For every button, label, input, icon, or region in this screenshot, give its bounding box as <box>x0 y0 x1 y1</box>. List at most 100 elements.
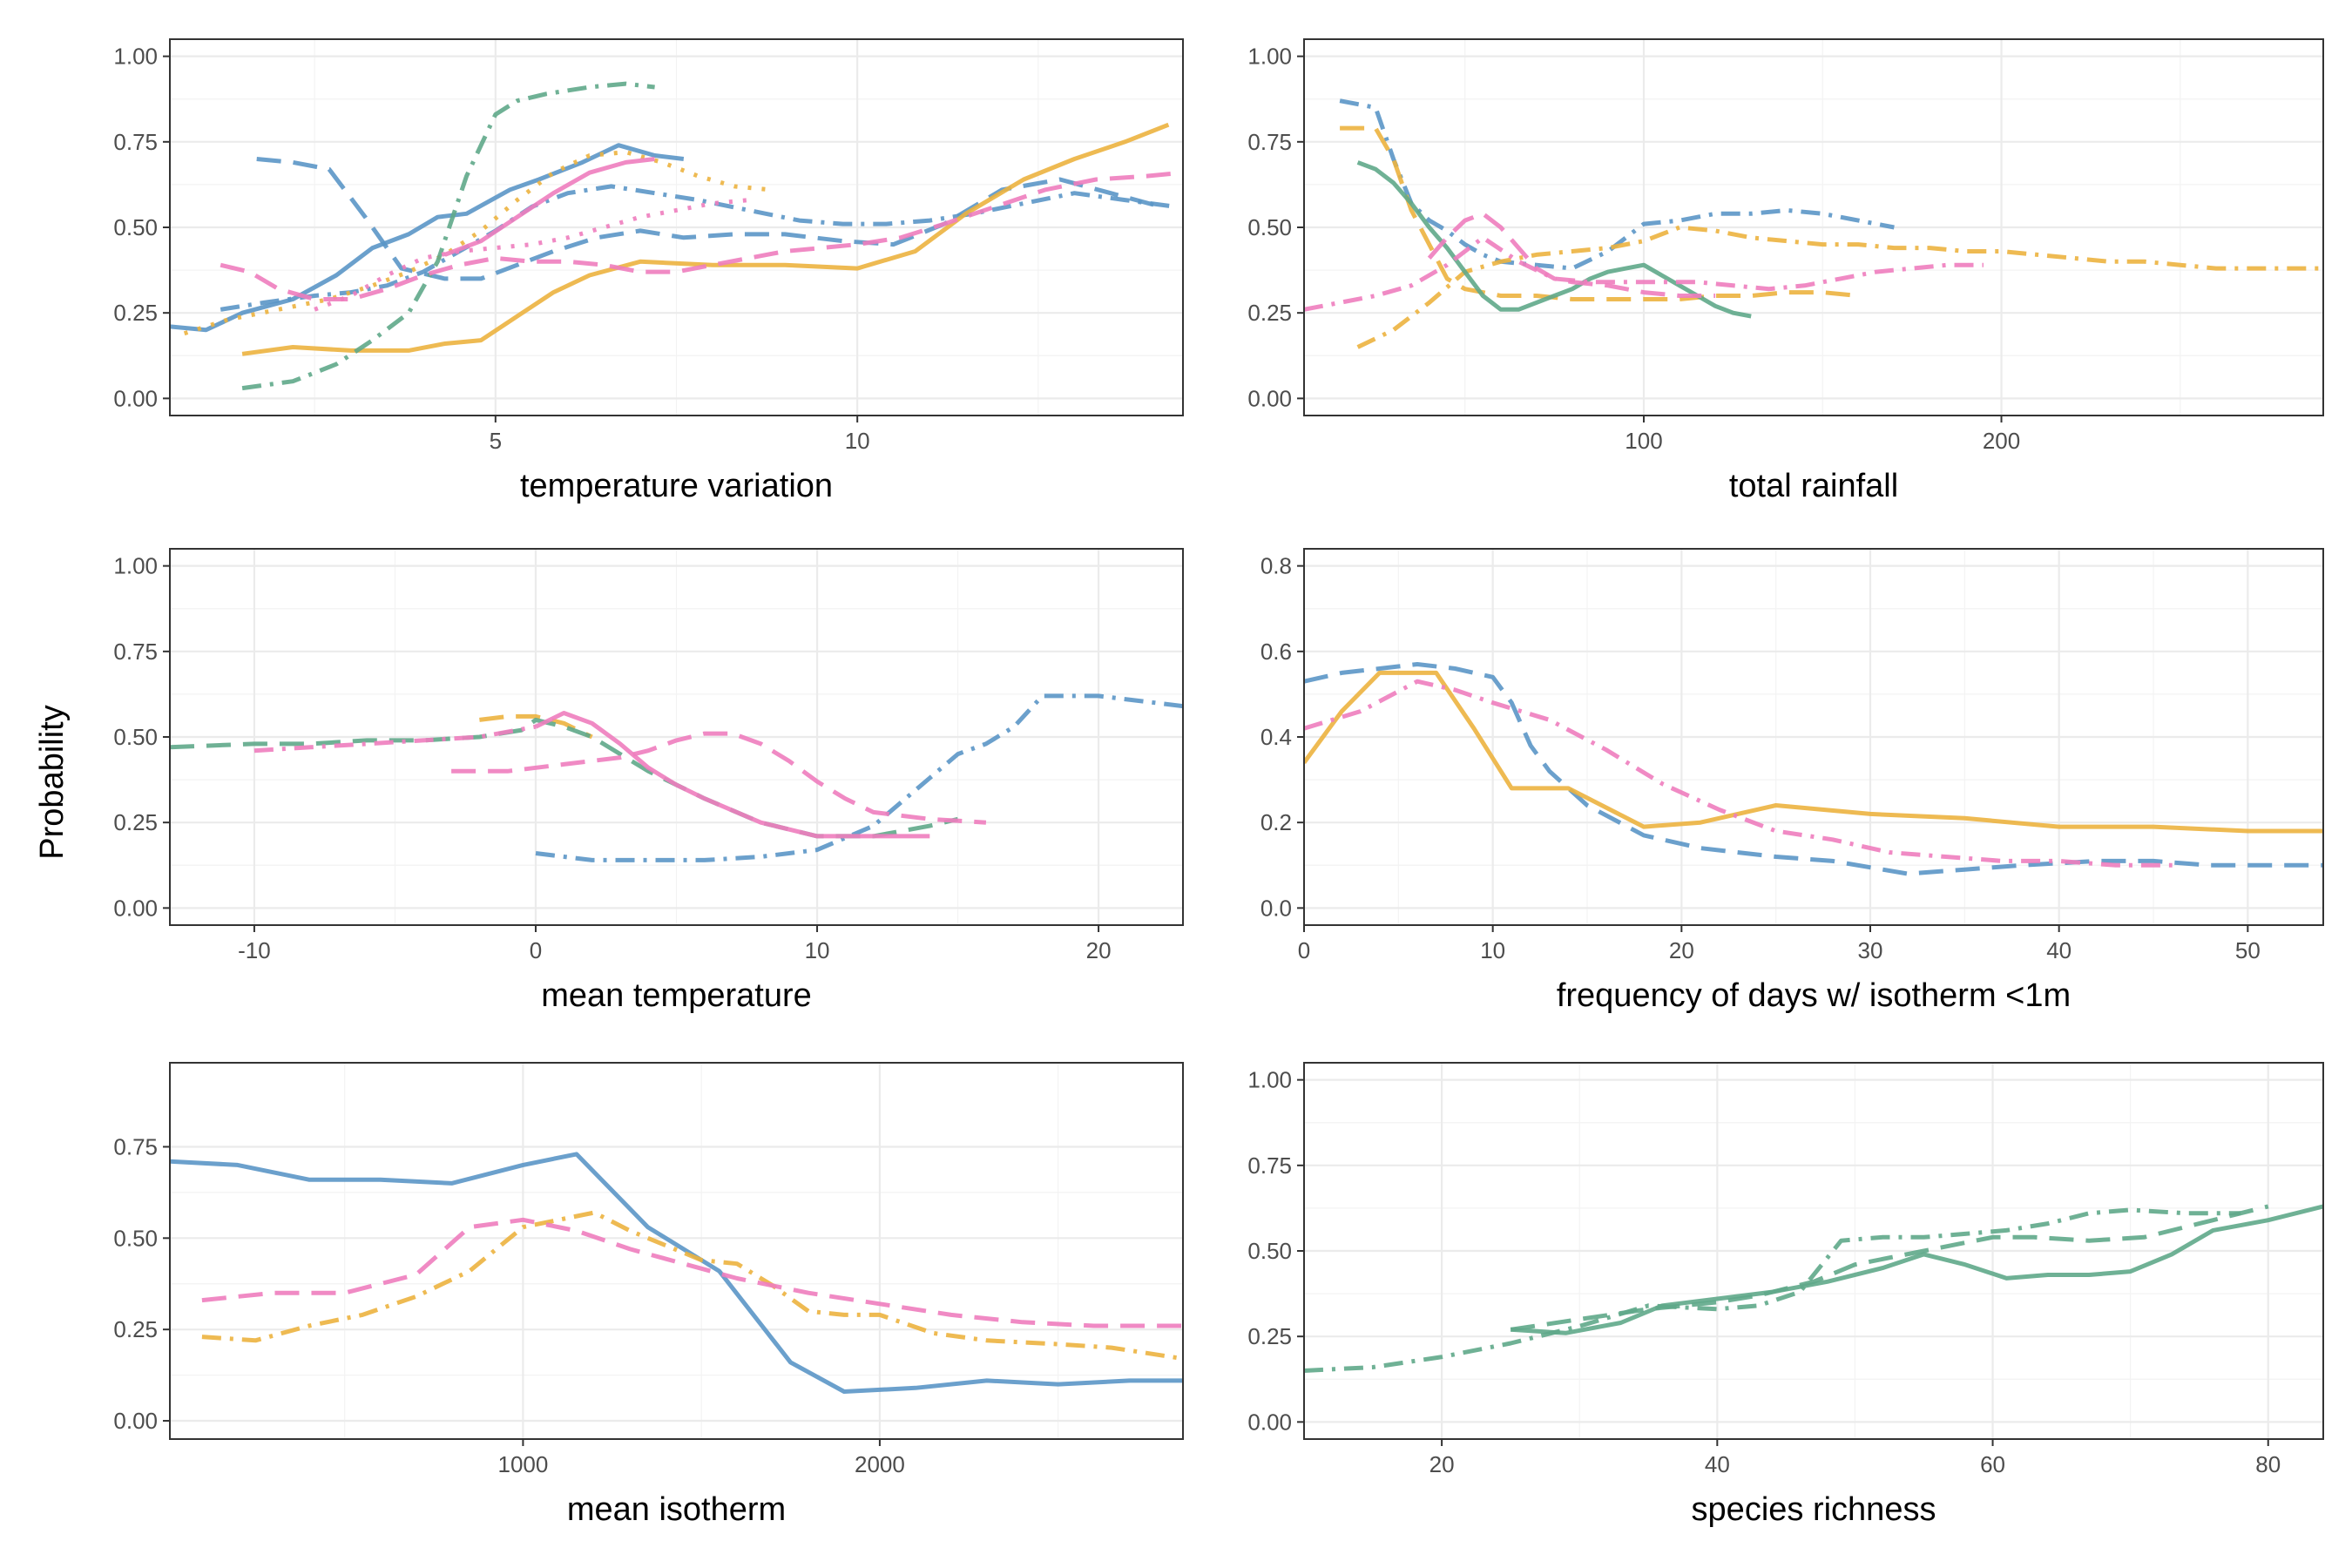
panel-border <box>169 1062 1184 1440</box>
y-tick-label: 0.25 <box>1247 300 1292 326</box>
x-tick-label: 10 <box>1480 937 1505 963</box>
y-tick-label: 0.50 <box>113 724 158 750</box>
y-tick-label: 1.00 <box>113 553 158 579</box>
y-tick-label: 1.00 <box>1247 44 1292 70</box>
x-tick-label: 0 <box>1298 937 1310 963</box>
series-line-blue-long <box>256 157 1162 281</box>
series-line-orange-long <box>1340 125 1859 301</box>
panel-3: 0.00 0.25 0.50 0.75 1.00 -10 0 10 20 mean tempera… <box>113 548 1184 1014</box>
y-tick-label: 1.00 <box>113 44 158 70</box>
series-line-green-dashdot <box>1304 1207 2241 1373</box>
series-line-pink-dashdot <box>253 724 537 754</box>
x-tick-label: 0 <box>530 937 542 963</box>
y-tick-label: 0.6 <box>1260 639 1292 665</box>
y-tick-label: 0.00 <box>1247 385 1292 411</box>
y-tick-label: 0.00 <box>113 1408 158 1434</box>
gridlines <box>1302 549 2323 925</box>
series-line-blue-dashdot <box>220 184 1177 312</box>
gridlines <box>170 39 1183 416</box>
x-tick-label: 2000 <box>855 1451 905 1477</box>
x-axis-label: mean isotherm <box>567 1491 786 1528</box>
series-line-orange-dashdot <box>201 1210 1183 1362</box>
gridlines <box>170 1063 1183 1439</box>
x-tick-label: 30 <box>1858 937 1883 963</box>
x-tick-label: 50 <box>2235 937 2261 963</box>
x-tick-label: 10 <box>845 428 870 454</box>
x-tick-label: 200 <box>1983 428 2020 454</box>
series-line-pink-dashdot <box>1304 235 1984 312</box>
series-group <box>1304 1204 2323 1373</box>
series-line-green-dashdot <box>241 81 655 391</box>
series-line-green-solid <box>1511 1204 2323 1335</box>
x-tick-label: 20 <box>1086 937 1112 963</box>
series-line-blue-solid <box>170 1152 1183 1394</box>
series-group <box>170 81 1183 391</box>
x-tick-label: 40 <box>2046 937 2072 963</box>
y-tick-label: 1.00 <box>1247 1067 1292 1093</box>
panel-4: 0.0 0.2 0.4 0.6 0.8 0 10 20 30 40 50 frequency of d… <box>1260 548 2324 1014</box>
series-group <box>170 1152 1183 1394</box>
x-tick-label: 20 <box>1429 1451 1455 1477</box>
y-tick-label: 0.0 <box>1260 895 1292 921</box>
y-tick-label: 0.75 <box>1247 129 1292 155</box>
y-tick-label: 0.50 <box>113 214 158 240</box>
series-line-pink-solid <box>534 711 930 839</box>
series-group <box>1304 662 2323 876</box>
series-line-pink-long <box>451 731 987 825</box>
series-line-pink-long <box>201 1217 1183 1328</box>
x-axis-label: temperature variation <box>520 468 833 504</box>
x-tick-label: -10 <box>238 937 271 963</box>
series-group <box>170 693 1183 862</box>
x-tick-label: 5 <box>490 428 502 454</box>
y-tick-label: 0.8 <box>1260 553 1292 579</box>
y-tick-label: 0.25 <box>1247 1323 1292 1349</box>
series-line-blue-long <box>1304 662 2323 876</box>
x-axis-label: species richness <box>1692 1491 1936 1528</box>
panel-2: 0.00 0.25 0.50 0.75 1.00 100 200 total rainfall <box>1247 38 2324 504</box>
y-tick-label: 0.00 <box>113 385 158 411</box>
series-line-pink-dotted <box>314 198 749 312</box>
y-tick-label: 0.75 <box>113 1133 158 1159</box>
y-tick-label: 0.75 <box>1247 1152 1292 1179</box>
y-axis-label: Probability <box>34 705 71 859</box>
x-tick-label: 80 <box>2255 1451 2281 1477</box>
y-tick-label: 0.75 <box>113 129 158 155</box>
series-group <box>1304 98 2323 349</box>
y-tick-label: 0.50 <box>113 1225 158 1251</box>
panel-6: 0.00 0.25 0.50 0.75 1.00 20 40 60 80 species rich… <box>1247 1062 2324 1528</box>
x-axis-label: total rainfall <box>1729 468 1898 504</box>
x-tick-label: 60 <box>1980 1451 2005 1477</box>
series-line-pink-long <box>220 170 1183 301</box>
series-line-orange-dashdot <box>1356 225 2323 349</box>
y-tick-label: 0.50 <box>1247 214 1292 240</box>
x-tick-label: 10 <box>805 937 830 963</box>
y-tick-label: 0.00 <box>113 895 158 921</box>
series-line-blue-solid <box>170 143 685 333</box>
gridlines <box>1304 39 2323 416</box>
y-tick-label: 0.4 <box>1260 724 1292 750</box>
x-tick-label: 100 <box>1625 428 1662 454</box>
series-line-orange-solid <box>1304 670 2323 834</box>
gridlines <box>1304 1063 2323 1439</box>
series-line-orange-solid <box>241 122 1170 356</box>
y-tick-label: 0.25 <box>113 1316 158 1342</box>
x-tick-label: 1000 <box>497 1451 548 1477</box>
gridlines <box>170 549 1183 925</box>
y-tick-label: 0.75 <box>113 639 158 665</box>
x-tick-label: 40 <box>1705 1451 1730 1477</box>
series-line-pink-dashdot <box>1304 679 2173 868</box>
series-line-green-solid <box>1356 160 1752 319</box>
y-tick-label: 0.25 <box>113 809 158 835</box>
series-line-blue-dashdot <box>1339 98 1895 271</box>
panel-5: 0.00 0.25 0.50 0.75 1000 2000 mean isotherm <box>113 1062 1184 1528</box>
y-tick-label: 0.00 <box>1247 1409 1292 1435</box>
x-tick-label: 20 <box>1669 937 1694 963</box>
series-line-green-long <box>170 717 959 839</box>
x-axis-label: frequency of days w/ isotherm <1m <box>1557 977 2071 1014</box>
x-axis-label: mean temperature <box>541 977 812 1014</box>
panel-1: 0.00 0.25 0.50 0.75 1.00 5 10 temperature varia… <box>113 38 1184 504</box>
y-tick-label: 0.2 <box>1260 809 1292 835</box>
y-tick-label: 0.25 <box>113 300 158 326</box>
